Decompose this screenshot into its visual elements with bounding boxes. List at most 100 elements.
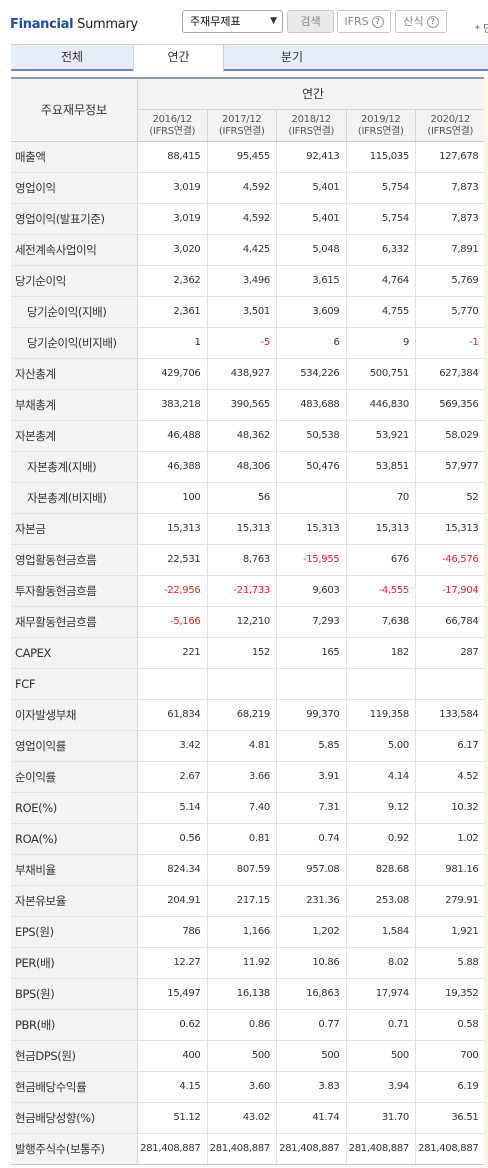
table-cell — [208, 669, 277, 699]
table-cell: 6.17 — [416, 731, 486, 761]
table-cell: 981.16 — [416, 855, 486, 885]
table-cell: 68,219 — [208, 700, 277, 730]
table-cell: 279.91 — [416, 886, 486, 916]
row-label: 영업이익(발표기준) — [11, 204, 138, 234]
table-cell: 61,834 — [138, 700, 208, 730]
ifrs-label: IFRS — [344, 15, 369, 28]
table-cell: 4,764 — [347, 266, 416, 296]
row-label: PBR(배) — [11, 1010, 138, 1040]
table-cell: 217.15 — [208, 886, 277, 916]
table-cell: 3.83 — [277, 1072, 347, 1102]
table-cell: 16,138 — [208, 979, 277, 1009]
row-label: 이자발생부채 — [11, 700, 138, 730]
search-button[interactable]: 검색 — [287, 10, 334, 33]
table-row: 당기순이익(지배) 2,361 3,501 3,609 4,755 5,770 — [11, 297, 488, 328]
row-label: ROE(%) — [11, 793, 138, 823]
table-row: 자본금 15,313 15,313 15,313 15,313 15,313 — [11, 514, 488, 545]
row-label: 당기순이익(비지배) — [11, 328, 138, 358]
table-row: 재무활동현금흐름 -5,166 12,210 7,293 7,638 66,784 — [11, 607, 488, 638]
formula-label: 산식 — [403, 15, 424, 28]
table-cell: 0.86 — [208, 1010, 277, 1040]
row-label: 당기순이익(지배) — [11, 297, 138, 327]
accounting-standard-label: (IFRS연결) — [288, 126, 335, 137]
table-cell: 88,415 — [138, 142, 208, 172]
period-column-header: 2019/12 (IFRS연결) — [347, 110, 416, 141]
table-cell: 5,754 — [347, 173, 416, 203]
table-row: 현금배당수익률 4.15 3.60 3.83 3.94 6.19 — [11, 1072, 488, 1103]
table-row: FCF — [11, 669, 488, 700]
table-cell: 3.60 — [208, 1072, 277, 1102]
row-label: 자본총계(비지배) — [11, 483, 138, 513]
table-cell: 400 — [138, 1041, 208, 1071]
tab-all[interactable]: 전체 — [60, 50, 84, 64]
row-label: 자본총계(지배) — [11, 452, 138, 482]
table-cell: 0.58 — [416, 1010, 486, 1040]
table-row: EPS(원) 786 1,166 1,202 1,584 1,921 — [11, 917, 488, 948]
chevron-down-icon: ▼ — [270, 16, 277, 26]
table-cell: 2,362 — [138, 266, 208, 296]
tab-annual[interactable]: 연간 — [133, 45, 224, 72]
table-cell: 46,488 — [138, 421, 208, 451]
table-cell: 17,974 — [347, 979, 416, 1009]
brand-financial: Financial — [10, 17, 74, 32]
period-label: 2020/12 — [430, 114, 471, 125]
table-cell: 70 — [347, 483, 416, 513]
table-cell: 15,497 — [138, 979, 208, 1009]
table-cell: 5,048 — [277, 235, 347, 265]
table-cell: 3,501 — [208, 297, 277, 327]
table-cell: 9.12 — [347, 793, 416, 823]
help-icon: ? — [371, 16, 384, 28]
table-cell: 2,361 — [138, 297, 208, 327]
table-cell: 3.42 — [138, 731, 208, 761]
table-cell — [138, 669, 208, 699]
ifrs-help-button[interactable]: IFRS? — [337, 10, 391, 33]
table-cell: 4.15 — [138, 1072, 208, 1102]
row-label: 자본유보율 — [11, 886, 138, 916]
table-cell: 390,565 — [208, 390, 277, 420]
table-cell: 786 — [138, 917, 208, 947]
row-label: 현금배당수익률 — [11, 1072, 138, 1102]
table-cell: 115,035 — [347, 142, 416, 172]
statement-type-value: 주재무제표 — [190, 15, 241, 28]
tab-quarter[interactable]: 분기 — [280, 50, 304, 64]
table-cell: 281,408,887 — [208, 1134, 277, 1164]
page-title: Financial Summary — [10, 17, 138, 32]
row-label: PER(배) — [11, 948, 138, 978]
table-row: CAPEX 221 152 165 182 287 — [11, 638, 488, 669]
table-cell: -21,733 — [208, 576, 277, 606]
table-row: 영업활동현금흐름 22,531 8,763 -15,955 676 -46,576 — [11, 545, 488, 576]
table-cell: 152 — [208, 638, 277, 668]
table-row: 부채비율 824.34 807.59 957.08 828.68 981.16 — [11, 855, 488, 886]
table-cell: 99,370 — [277, 700, 347, 730]
table-cell: -5 — [208, 328, 277, 358]
statement-type-select[interactable]: 주재무제표 ▼ — [182, 10, 283, 33]
table-cell: 500,751 — [347, 359, 416, 389]
table-header: 주요재무정보 연간 2016/12 (IFRS연결) 2017/12 (IFRS연결)… — [11, 79, 488, 142]
table-cell: 66,784 — [416, 607, 486, 637]
table-cell: 6 — [277, 328, 347, 358]
row-label: 순이익률 — [11, 762, 138, 792]
table-cell: 5,401 — [277, 204, 347, 234]
table-cell: 3.94 — [347, 1072, 416, 1102]
table-row: 자본유보율 204.91 217.15 231.36 253.08 279.91 — [11, 886, 488, 917]
table-row: 현금배당성향(%) 51.12 43.02 41.74 31.70 36.51 — [11, 1103, 488, 1134]
period-column-header: 2017/12 (IFRS연결) — [208, 110, 277, 141]
period-column-header: 2016/12 (IFRS연결) — [138, 110, 208, 141]
table-cell: 5.14 — [138, 793, 208, 823]
row-label: 부채비율 — [11, 855, 138, 885]
table-cell: 569,356 — [416, 390, 486, 420]
table-cell: 500 — [277, 1041, 347, 1071]
table-cell: 50,538 — [277, 421, 347, 451]
table-row: 영업이익(발표기준) 3,019 4,592 5,401 5,754 7,873 — [11, 204, 488, 235]
table-cell: 31.70 — [347, 1103, 416, 1133]
row-label: 영업활동현금흐름 — [11, 545, 138, 575]
table-cell: 7.31 — [277, 793, 347, 823]
table-row: PBR(배) 0.62 0.86 0.77 0.71 0.58 — [11, 1010, 488, 1041]
formula-help-button[interactable]: 산식? — [395, 10, 447, 33]
table-row: 발행주식수(보통주) 281,408,887 281,408,887 281,408,… — [11, 1134, 488, 1165]
row-label: 자본총계 — [11, 421, 138, 451]
table-cell: 15,313 — [277, 514, 347, 544]
table-row: 현금DPS(원) 400 500 500 500 700 — [11, 1041, 488, 1072]
row-label: FCF — [11, 669, 138, 699]
table-cell: 281,408,887 — [138, 1134, 208, 1164]
